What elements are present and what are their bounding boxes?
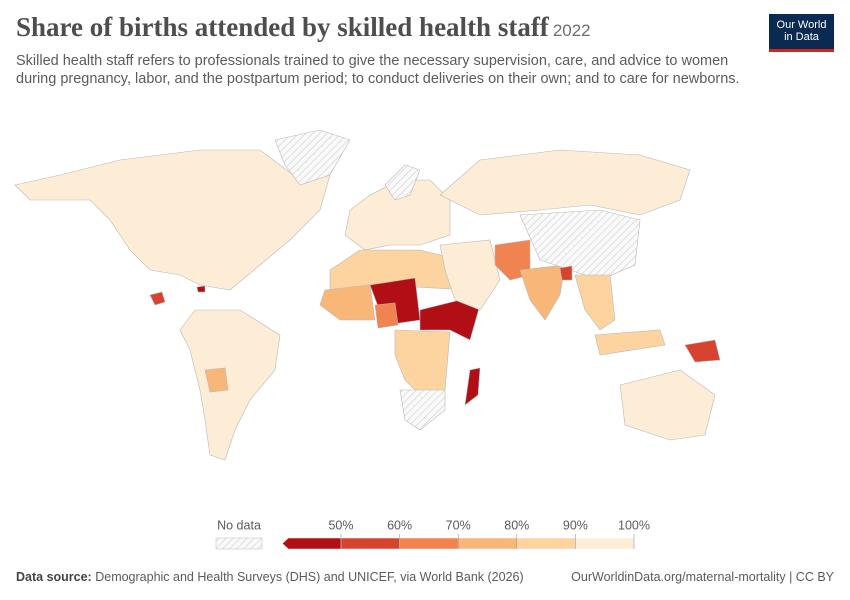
legend-bin [399, 537, 459, 550]
middle-east [439, 239, 501, 311]
nigeria [374, 302, 399, 329]
scandinavia [384, 164, 421, 201]
indonesia [594, 329, 666, 356]
north-america [14, 149, 331, 291]
west-africa [319, 284, 376, 321]
central-america [149, 291, 166, 306]
legend-bin [340, 537, 400, 550]
india [519, 264, 566, 321]
logo-line: in Data [784, 31, 819, 43]
legend-tick-label: 100% [618, 518, 650, 532]
legend-bin [457, 537, 518, 550]
title: Share of births attended by skilled heal… [16, 12, 591, 43]
southeast-asia [574, 274, 616, 331]
logo[interactable]: Our World in Data [769, 14, 834, 52]
legend-tick-label: 50% [328, 518, 353, 532]
legend-bin [575, 537, 635, 550]
papua-new-guinea [684, 339, 721, 363]
southern-africa [399, 389, 446, 431]
logo-line: Our World [776, 19, 827, 31]
source-label: Data source: [16, 570, 92, 584]
legend-tick-label: 80% [504, 518, 529, 532]
legend-bin [516, 537, 576, 550]
legend-bin [282, 537, 342, 550]
title-text: Share of births attended by skilled heal… [16, 12, 549, 42]
year: 2022 [552, 21, 591, 40]
no-data-swatch [215, 537, 263, 550]
countries [14, 129, 721, 461]
china [519, 209, 641, 281]
russia [439, 149, 691, 216]
australia [619, 369, 716, 441]
legend-tick-label: 70% [446, 518, 471, 532]
no-data-label: No data [217, 518, 261, 532]
south-america [179, 309, 281, 461]
central-africa [394, 329, 451, 401]
footer: Data source: Demographic and Health Surv… [16, 570, 834, 584]
bangladesh [559, 265, 573, 281]
legend-tick-label: 60% [387, 518, 412, 532]
legend: No data 50% 60% 70% 80% 90% 100% [215, 518, 650, 550]
haiti [196, 285, 206, 293]
legend-tick-label: 90% [563, 518, 588, 532]
greenland [274, 129, 351, 186]
link[interactable]: OurWorldinData.org/maternal-mortality | … [571, 570, 834, 584]
subtitle: Skilled health staff refers to professio… [16, 53, 740, 87]
source: Demographic and Health Surveys (DHS) and… [95, 570, 524, 584]
bolivia [204, 367, 229, 393]
madagascar [464, 367, 481, 406]
